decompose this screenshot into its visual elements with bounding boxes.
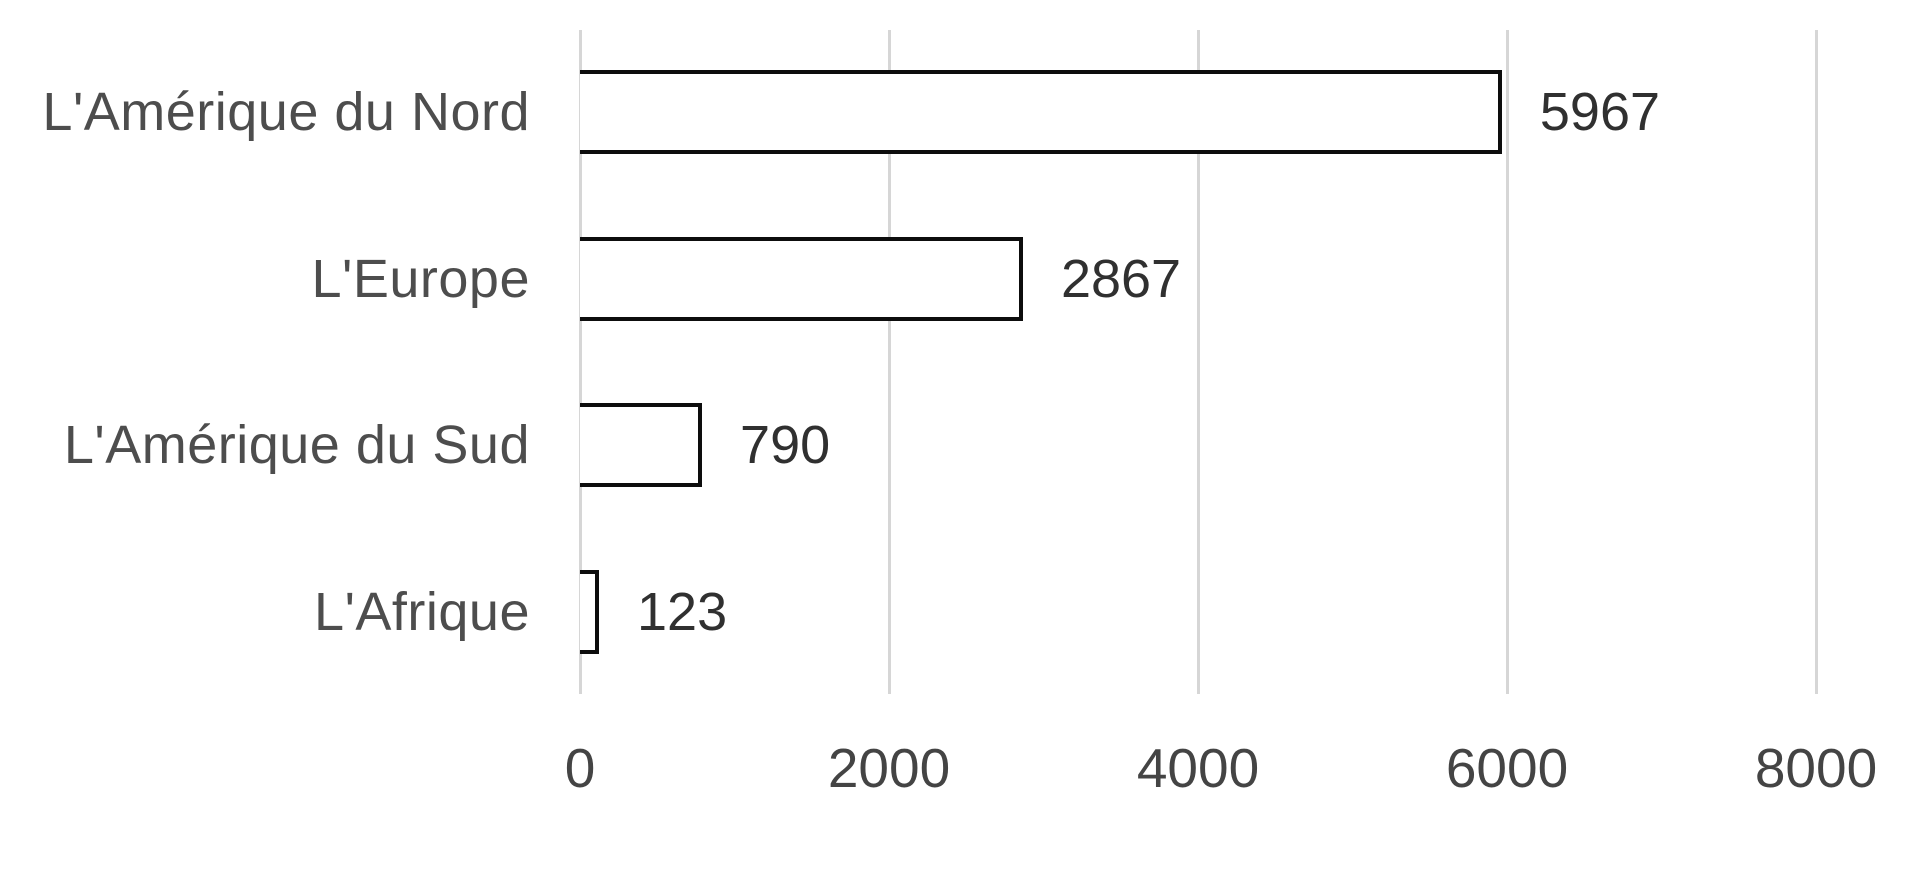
bar — [580, 236, 1023, 321]
gridline-2000 — [887, 30, 891, 694]
bar — [580, 70, 1502, 154]
category-label: L'Amérique du Sud — [63, 415, 530, 476]
value-label: 123 — [637, 582, 728, 642]
gridline-8000 — [1814, 30, 1818, 694]
gridline-4000 — [1196, 30, 1200, 694]
value-label: 790 — [740, 415, 831, 476]
category-label: L'Amérique du Nord — [42, 82, 530, 142]
category-label: L'Afrique — [314, 582, 530, 642]
category-label: L'Europe — [311, 248, 530, 309]
value-label: 5967 — [1539, 82, 1661, 142]
gridline-6000 — [1505, 30, 1509, 694]
x-tick-label: 4000 — [1136, 737, 1260, 799]
x-tick-label: 0 — [564, 737, 596, 799]
x-tick-label: 8000 — [1754, 737, 1878, 799]
gridline-0 — [578, 30, 582, 694]
bar — [580, 570, 599, 654]
bar — [580, 403, 703, 488]
x-tick-label: 6000 — [1445, 737, 1569, 799]
x-tick-label: 2000 — [827, 737, 951, 799]
value-label: 2867 — [1060, 248, 1182, 309]
